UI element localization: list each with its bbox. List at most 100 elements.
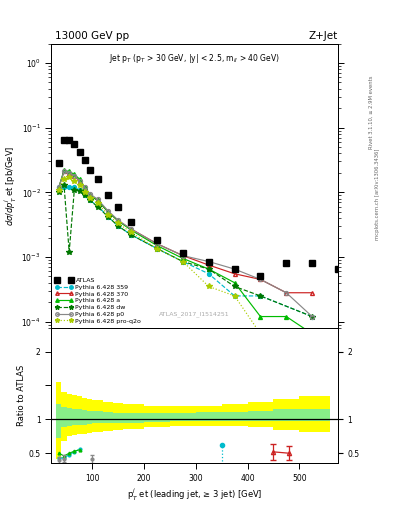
Pythia 6.428 370	[129, 226, 134, 232]
Pythia 6.428 dw	[180, 259, 185, 265]
Line: ATLAS: ATLAS	[56, 137, 341, 280]
Pythia 6.428 a	[129, 227, 134, 233]
Pythia 6.428 pro-q2o	[206, 284, 211, 290]
Pythia 6.428 a	[57, 184, 61, 190]
Pythia 6.428 dw	[62, 182, 66, 188]
Pythia 6.428 pro-q2o	[77, 182, 82, 188]
Pythia 6.428 a	[67, 168, 72, 175]
Pythia 6.428 dw	[155, 245, 160, 251]
Pythia 6.428 a	[82, 184, 87, 190]
Pythia 6.428 359	[62, 184, 66, 190]
Line: Pythia 6.428 dw: Pythia 6.428 dw	[56, 182, 315, 319]
Line: Pythia 6.428 370: Pythia 6.428 370	[57, 169, 314, 295]
Pythia 6.428 dw	[206, 266, 211, 272]
Pythia 6.428 359	[258, 293, 263, 299]
Pythia 6.428 dw	[95, 204, 100, 210]
Pythia 6.428 359	[206, 271, 211, 277]
Pythia 6.428 p0	[129, 226, 134, 232]
ATLAS	[310, 260, 314, 266]
ATLAS	[82, 157, 87, 163]
Pythia 6.428 p0	[310, 313, 314, 319]
ATLAS	[62, 137, 66, 143]
ATLAS	[258, 273, 263, 280]
Pythia 6.428 p0	[258, 276, 263, 283]
Pythia 6.428 370	[155, 241, 160, 247]
Text: ATLAS_2017_I1514251: ATLAS_2017_I1514251	[159, 311, 230, 316]
Pythia 6.428 a	[88, 192, 92, 198]
Pythia 6.428 p0	[82, 184, 87, 190]
Pythia 6.428 359	[88, 197, 92, 203]
Pythia 6.428 dw	[106, 214, 110, 220]
Pythia 6.428 359	[57, 184, 61, 190]
Pythia 6.428 p0	[95, 196, 100, 202]
Pythia 6.428 359	[67, 184, 72, 190]
Pythia 6.428 370	[284, 290, 288, 296]
Pythia 6.428 359	[232, 293, 237, 299]
Text: mcplots.cern.ch [arXiv:1306.3436]: mcplots.cern.ch [arXiv:1306.3436]	[375, 149, 380, 240]
Pythia 6.428 pro-q2o	[82, 189, 87, 196]
Pythia 6.428 dw	[88, 197, 92, 203]
Pythia 6.428 pro-q2o	[180, 259, 185, 265]
Pythia 6.428 359	[72, 184, 77, 190]
Pythia 6.428 dw	[116, 223, 121, 229]
ATLAS	[95, 176, 100, 182]
Pythia 6.428 370	[67, 170, 72, 176]
Pythia 6.428 370	[62, 168, 66, 175]
Pythia 6.428 p0	[232, 266, 237, 272]
Pythia 6.428 pro-q2o	[310, 331, 314, 337]
ATLAS	[129, 219, 134, 225]
Pythia 6.428 370	[116, 218, 121, 224]
Pythia 6.428 370	[180, 252, 185, 259]
ATLAS	[206, 259, 211, 265]
Pythia 6.428 370	[72, 173, 77, 179]
ATLAS	[155, 238, 160, 244]
Pythia 6.428 a	[62, 167, 66, 173]
Pythia 6.428 pro-q2o	[129, 229, 134, 236]
Text: Z+Jet: Z+Jet	[309, 31, 338, 41]
Pythia 6.428 dw	[82, 192, 87, 198]
ATLAS	[180, 250, 185, 256]
Pythia 6.428 p0	[180, 252, 185, 259]
Pythia 6.428 a	[258, 313, 263, 319]
Pythia 6.428 p0	[284, 290, 288, 296]
Pythia 6.428 359	[155, 245, 160, 251]
Line: Pythia 6.428 a: Pythia 6.428 a	[57, 168, 314, 336]
ATLAS	[88, 167, 92, 173]
Text: Rivet 3.1.10, ≥ 2.9M events: Rivet 3.1.10, ≥ 2.9M events	[369, 76, 374, 150]
Pythia 6.428 a	[106, 209, 110, 215]
ATLAS	[67, 137, 72, 143]
Text: Jet p$_T$ (p$_T$ > 30 GeV, |y| < 2.5, m$_{ll}$ > 40 GeV): Jet p$_T$ (p$_T$ > 30 GeV, |y| < 2.5, m$…	[109, 52, 280, 65]
Pythia 6.428 pro-q2o	[258, 331, 263, 337]
Pythia 6.428 359	[180, 259, 185, 265]
Pythia 6.428 dw	[72, 186, 77, 193]
X-axis label: p$_T^{j}$ et (leading jet, ≥ 3 jet) [GeV]: p$_T^{j}$ et (leading jet, ≥ 3 jet) [GeV…	[127, 487, 262, 503]
Text: 13000 GeV pp: 13000 GeV pp	[55, 31, 129, 41]
Pythia 6.428 370	[57, 184, 61, 190]
ATLAS	[106, 192, 110, 198]
Pythia 6.428 359	[82, 192, 87, 198]
Pythia 6.428 pro-q2o	[57, 186, 61, 193]
Pythia 6.428 370	[310, 290, 314, 296]
Pythia 6.428 359	[129, 232, 134, 238]
Pythia 6.428 370	[106, 209, 110, 215]
Pythia 6.428 dw	[67, 249, 72, 255]
ATLAS	[116, 204, 121, 210]
Pythia 6.428 a	[155, 243, 160, 249]
Pythia 6.428 pro-q2o	[62, 176, 66, 182]
Pythia 6.428 pro-q2o	[232, 293, 237, 299]
Pythia 6.428 p0	[155, 241, 160, 247]
Pythia 6.428 pro-q2o	[88, 195, 92, 201]
Pythia 6.428 pro-q2o	[155, 245, 160, 251]
Pythia 6.428 dw	[57, 189, 61, 196]
Pythia 6.428 370	[88, 192, 92, 198]
Pythia 6.428 370	[206, 262, 211, 268]
Pythia 6.428 pro-q2o	[106, 211, 110, 218]
Pythia 6.428 pro-q2o	[116, 220, 121, 226]
Pythia 6.428 a	[116, 218, 121, 224]
Pythia 6.428 pro-q2o	[67, 175, 72, 181]
Pythia 6.428 359	[310, 313, 314, 319]
Pythia 6.428 p0	[88, 190, 92, 197]
ATLAS	[77, 149, 82, 155]
ATLAS	[57, 160, 61, 166]
Pythia 6.428 a	[284, 313, 288, 319]
